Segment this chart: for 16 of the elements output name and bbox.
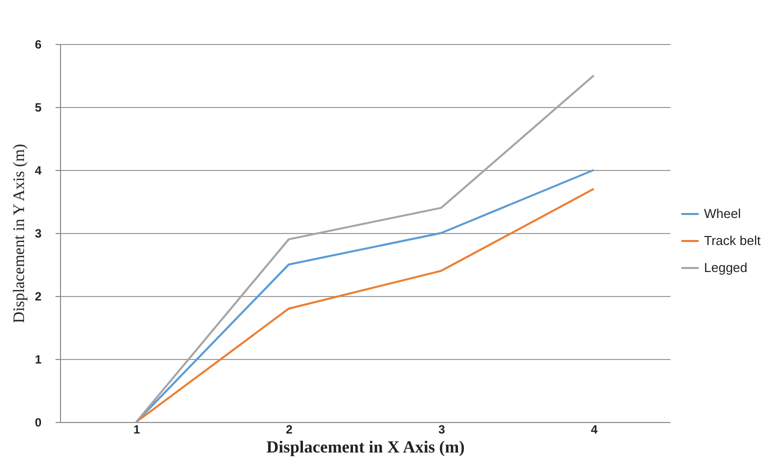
legend-label: Legged xyxy=(704,260,748,275)
y-tick-label: 2 xyxy=(34,290,42,304)
x-tick-label: 3 xyxy=(438,422,446,436)
y-tick-label: 5 xyxy=(34,100,42,114)
y-axis-title: Displacement in Y Axis (m) xyxy=(10,144,28,324)
y-tick-label: 0 xyxy=(34,416,42,430)
y-tick-label: 4 xyxy=(34,164,42,178)
y-tick-label: 1 xyxy=(34,352,42,366)
x-tick-label: 2 xyxy=(286,422,293,436)
x-tick-label: 1 xyxy=(133,422,140,436)
y-tick-label: 3 xyxy=(34,226,42,240)
y-tick-label: 6 xyxy=(34,38,42,52)
x-tick-label: 4 xyxy=(590,422,598,436)
legend-label: Track belt xyxy=(704,233,761,248)
legend-label: Wheel xyxy=(704,206,741,221)
x-axis-title: Displacement in X Axis (m) xyxy=(266,438,465,456)
